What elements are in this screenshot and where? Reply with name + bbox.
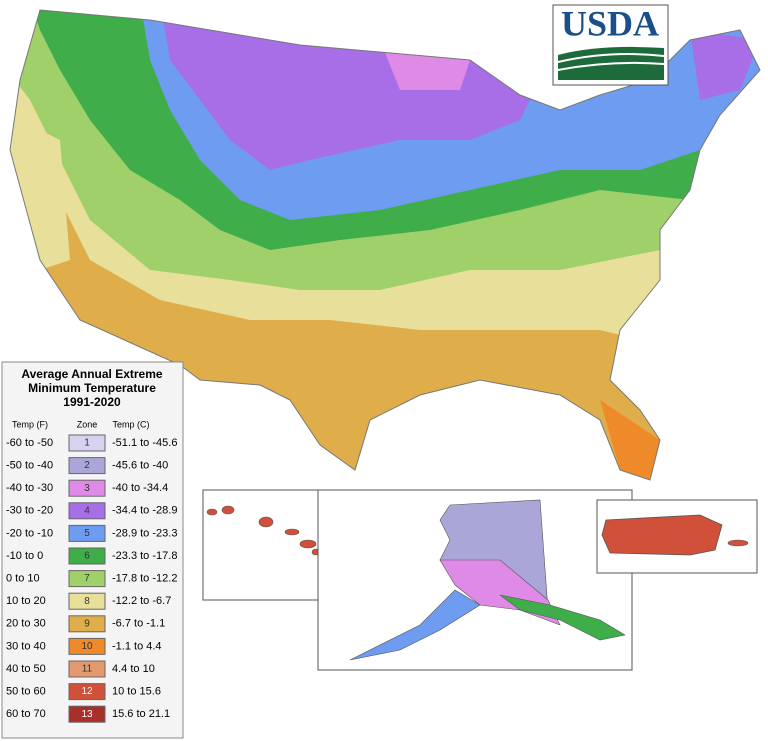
zone-swatch bbox=[68, 592, 106, 610]
legend-header: Temp (C) bbox=[112, 419, 149, 429]
temp-f: 50 to 60 bbox=[6, 686, 46, 698]
zone-swatch bbox=[68, 705, 106, 723]
temp-c: -34.4 to -28.9 bbox=[112, 505, 177, 517]
conus-outline bbox=[9, 9, 761, 481]
zone-number: 3 bbox=[84, 483, 90, 494]
temp-c: -23.3 to -17.8 bbox=[112, 550, 177, 562]
temp-f: -40 to -30 bbox=[6, 482, 53, 494]
logo-stripes bbox=[557, 53, 665, 71]
temp-c: 15.6 to 21.1 bbox=[112, 708, 170, 720]
zone-swatch bbox=[68, 457, 106, 475]
zone-number: 5 bbox=[84, 528, 90, 539]
zone-number: 1 bbox=[84, 438, 90, 449]
usda-logo: USDA bbox=[552, 3, 669, 86]
temp-f: -60 to -50 bbox=[6, 437, 53, 449]
temp-c: -28.9 to -23.3 bbox=[112, 527, 177, 539]
zone-number: 12 bbox=[81, 686, 93, 697]
legend-title: 1991-2020 bbox=[63, 395, 121, 409]
temp-c: -51.1 to -45.6 bbox=[112, 437, 177, 449]
alaska bbox=[349, 499, 626, 661]
temp-c: -40 to -34.4 bbox=[112, 482, 168, 494]
zone-number: 10 bbox=[81, 641, 93, 652]
temp-f: 40 to 50 bbox=[6, 663, 46, 675]
temp-c: -1.1 to 4.4 bbox=[112, 640, 162, 652]
temp-c: -12.2 to -6.7 bbox=[112, 595, 171, 607]
temp-f: 0 to 10 bbox=[6, 573, 40, 585]
zone-number: 7 bbox=[84, 573, 90, 584]
temp-f: -20 to -10 bbox=[6, 527, 53, 539]
zone-swatch bbox=[68, 524, 106, 542]
zone-number: 8 bbox=[84, 596, 90, 607]
zone-swatch bbox=[68, 479, 106, 497]
temp-c: 10 to 15.6 bbox=[112, 686, 161, 698]
legend-title: Average Annual Extreme bbox=[21, 367, 162, 381]
legend-title: Minimum Temperature bbox=[28, 381, 156, 395]
zone-swatch bbox=[68, 637, 106, 655]
puerto-rico bbox=[601, 514, 723, 556]
temp-f: 10 to 20 bbox=[6, 595, 46, 607]
temp-f: 30 to 40 bbox=[6, 640, 46, 652]
zone-swatch bbox=[68, 547, 106, 565]
zone-swatch bbox=[68, 615, 106, 633]
temp-c: -17.8 to -12.2 bbox=[112, 573, 177, 585]
zone-swatch bbox=[68, 570, 106, 588]
zone-number: 9 bbox=[84, 618, 90, 629]
zone-swatch bbox=[68, 660, 106, 678]
temp-f: -30 to -20 bbox=[6, 505, 53, 517]
temp-c: -6.7 to -1.1 bbox=[112, 618, 165, 630]
zone-swatch bbox=[68, 683, 106, 701]
legend-header: Zone bbox=[77, 419, 98, 429]
legend-header: Temp (F) bbox=[12, 419, 48, 429]
zone-swatch bbox=[68, 434, 106, 452]
logo-text: USDA bbox=[561, 3, 659, 43]
vieques bbox=[727, 539, 749, 547]
temp-c: 4.4 to 10 bbox=[112, 663, 155, 675]
temp-f: -50 to -40 bbox=[6, 460, 53, 472]
zone-swatch bbox=[68, 502, 106, 520]
temp-c: -45.6 to -40 bbox=[112, 460, 168, 472]
zone-number: 11 bbox=[82, 664, 93, 675]
temp-f: 20 to 30 bbox=[6, 618, 46, 630]
zone-number: 4 bbox=[84, 505, 90, 516]
zone-number: 6 bbox=[84, 551, 90, 562]
zone-number: 2 bbox=[84, 460, 90, 471]
temp-f: 60 to 70 bbox=[6, 708, 46, 720]
temp-f: -10 to 0 bbox=[6, 550, 43, 562]
zone-number: 13 bbox=[81, 709, 93, 720]
legend: Average Annual Extreme Minimum Temperatu… bbox=[1, 361, 184, 739]
